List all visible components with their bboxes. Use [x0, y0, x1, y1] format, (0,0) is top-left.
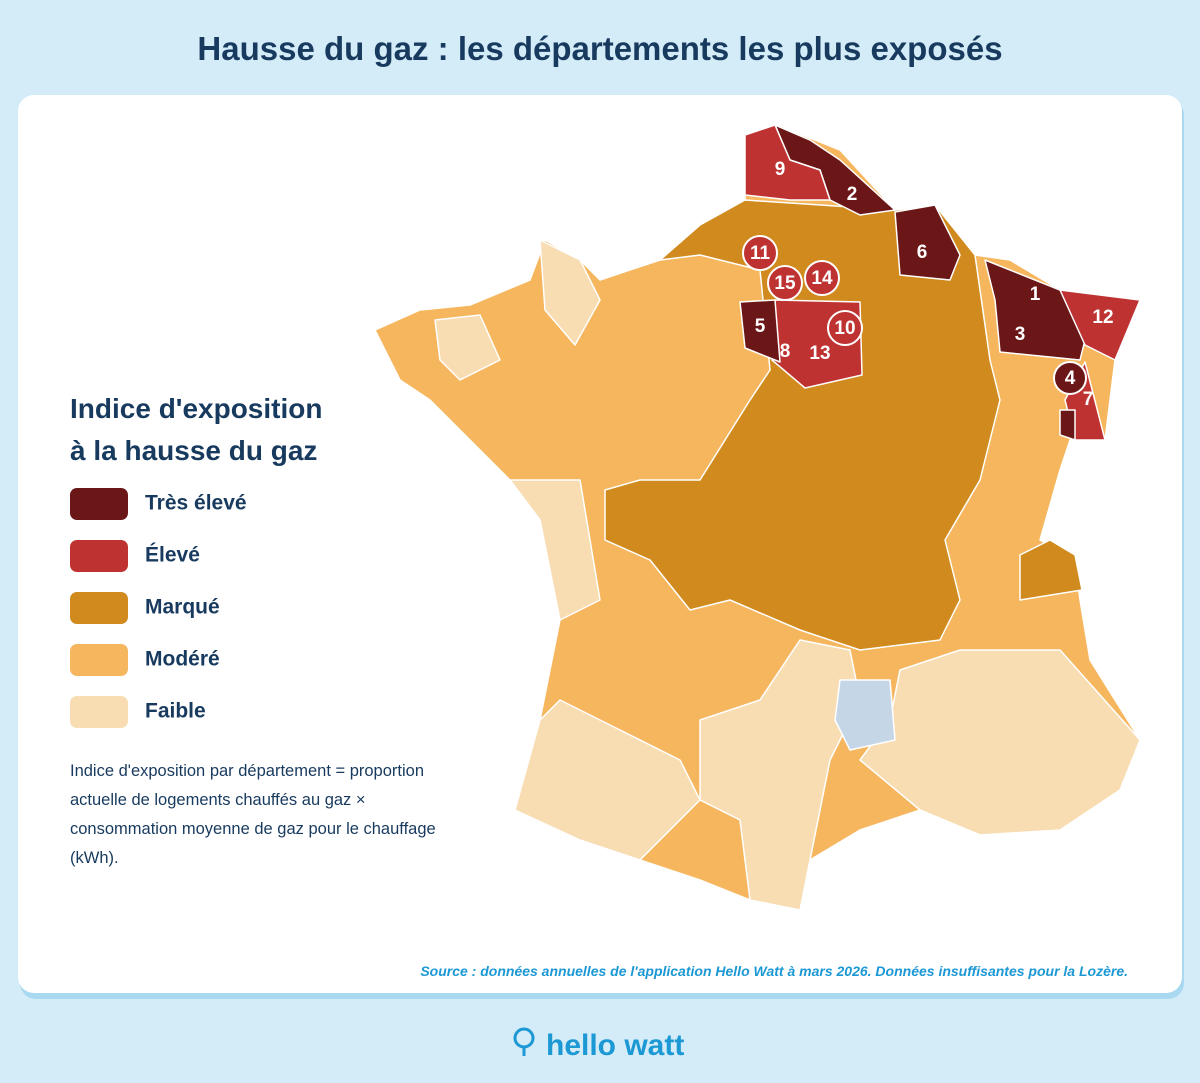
- marker-badge: [1053, 361, 1087, 395]
- legend-title: Indice d'exposition: [70, 393, 322, 424]
- region-faible: [859, 649, 1141, 836]
- marker-badge: [767, 265, 803, 301]
- brand: hello watt: [546, 1029, 684, 1062]
- region-faible: [434, 314, 501, 381]
- region-tres-eleve: [1059, 409, 1076, 441]
- map: [374, 124, 1141, 911]
- marker-label: 14: [811, 268, 833, 289]
- region-faible: [539, 239, 601, 346]
- note: (kWh).: [70, 849, 119, 867]
- legend-swatch: [70, 644, 128, 676]
- note: actuelle de logements chauffés au gaz ×: [70, 791, 366, 809]
- region-eleve: [1059, 289, 1141, 361]
- region-eleve: [744, 124, 831, 201]
- region-marque: [604, 199, 1001, 651]
- marker-label: 3: [1015, 324, 1026, 345]
- marker-label: 6: [917, 242, 928, 263]
- marker-label: 15: [774, 273, 796, 294]
- region-marque: [1019, 539, 1083, 601]
- legend: Très élevé Élevé Marqué Modéré Faible: [70, 488, 247, 728]
- marker-label: 4: [1065, 368, 1076, 389]
- marker-label: 2: [847, 184, 858, 205]
- note: Indice d'exposition par département = pr…: [70, 762, 424, 780]
- legend-label: Faible: [145, 700, 206, 723]
- legend-swatch: [70, 592, 128, 624]
- legend-label: Marqué: [145, 596, 220, 619]
- markers: 1 2 3 4 5 6 7 8 9 10 11 12 13 14 15: [742, 159, 1114, 410]
- marker-label: 5: [755, 316, 766, 337]
- marker-label: 8: [780, 341, 791, 362]
- lozere-no-data: [834, 679, 896, 751]
- marker-label: 7: [1083, 389, 1094, 410]
- legend-swatch: [70, 540, 128, 572]
- marker-label: 11: [750, 243, 771, 264]
- marker-badge: [804, 260, 840, 296]
- marker-label: 10: [834, 318, 855, 339]
- region-faible: [509, 479, 601, 621]
- region-tres-eleve: [739, 299, 781, 363]
- note: consommation moyenne de gaz pour le chau…: [70, 820, 436, 838]
- region-faible: [699, 639, 861, 911]
- legend-label: Modéré: [145, 648, 220, 671]
- legend-swatch: [70, 488, 128, 520]
- legend-label: Élevé: [145, 544, 200, 567]
- legend-label: Très élevé: [145, 492, 247, 515]
- marker-label: 9: [775, 159, 786, 180]
- legend-swatch: [70, 696, 128, 728]
- marker-badge: [742, 235, 778, 271]
- region-tres-eleve: [894, 204, 961, 281]
- brand-icon: [513, 1027, 535, 1056]
- marker-label: 13: [809, 343, 830, 364]
- legend-title: à la hausse du gaz: [70, 435, 317, 466]
- region-faible: [514, 699, 701, 861]
- marker-label: 12: [1092, 307, 1113, 328]
- source: Source : données annuelles de l'applicat…: [420, 963, 1128, 979]
- title: Hausse du gaz : les départements les plu…: [197, 30, 1002, 67]
- marker-badge: [827, 310, 863, 346]
- marker-label: 1: [1030, 284, 1041, 305]
